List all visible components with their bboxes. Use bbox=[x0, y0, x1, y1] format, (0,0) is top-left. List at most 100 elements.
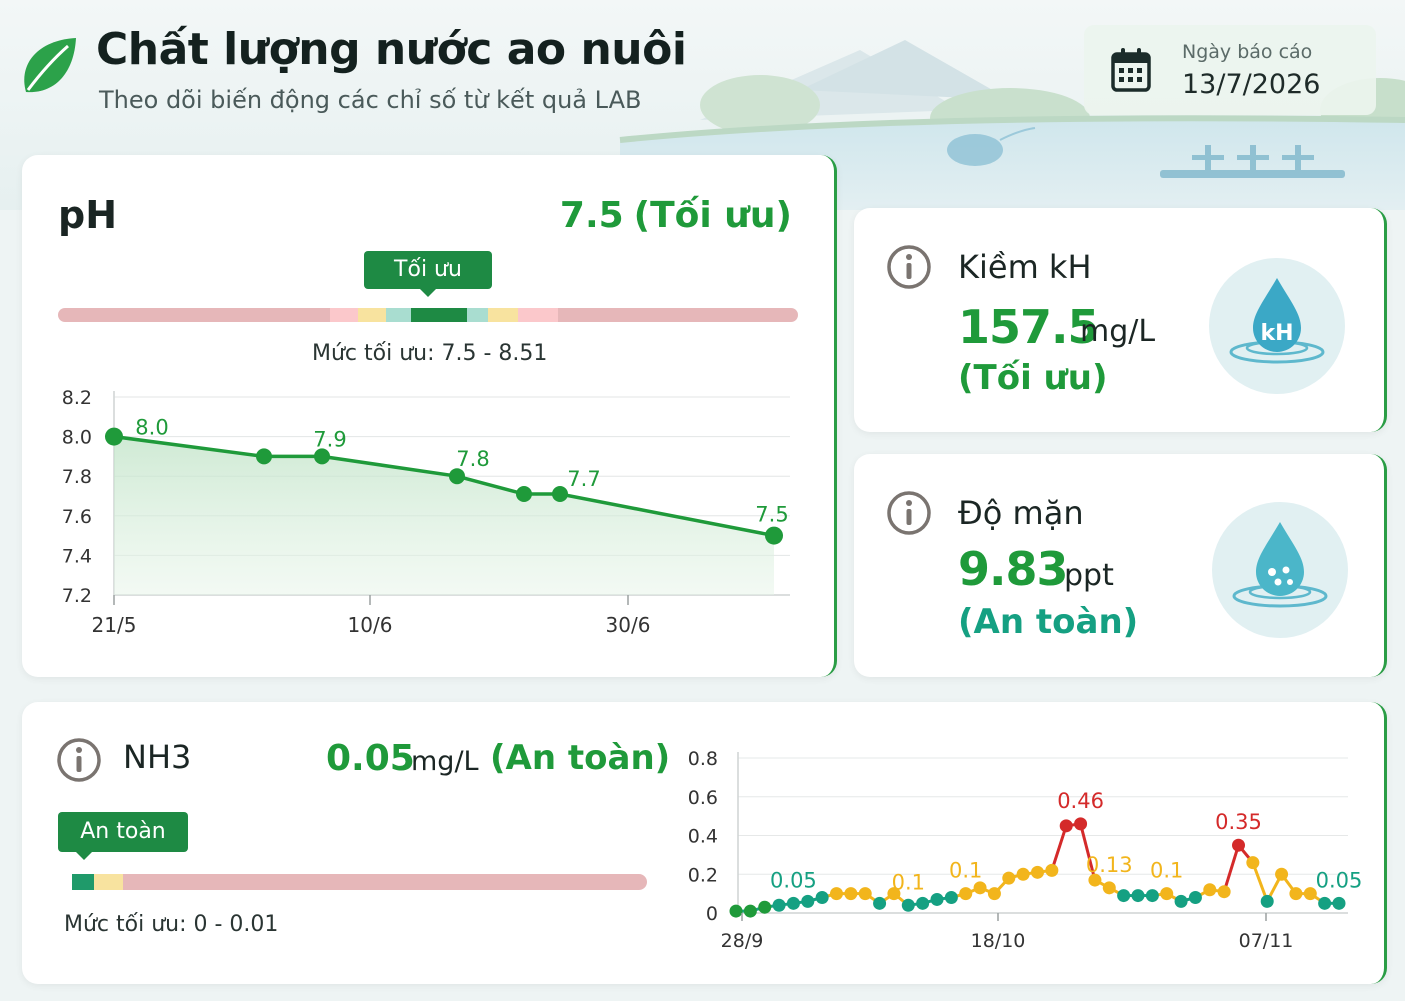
nh3-label: NH3 bbox=[123, 738, 192, 776]
nh3-value: 0.05 bbox=[326, 738, 415, 779]
ph-data-point bbox=[105, 427, 123, 446]
nh3-data-point bbox=[1303, 887, 1317, 901]
nh3-data-label: 0.1 bbox=[1150, 859, 1183, 883]
info-icon[interactable] bbox=[886, 244, 932, 290]
nh3-data-point bbox=[786, 896, 800, 910]
nh3-data-point bbox=[772, 898, 786, 912]
nh3-data-point bbox=[987, 887, 1001, 901]
ph-y-tick: 7.6 bbox=[62, 506, 92, 528]
nh3-data-point bbox=[1232, 838, 1245, 852]
nh3-series-segment bbox=[1050, 825, 1068, 871]
nh3-y-tick: 0.4 bbox=[688, 826, 718, 848]
nh3-x-tick: 18/10 bbox=[971, 930, 1026, 952]
water-drop-icon: kH bbox=[1209, 258, 1345, 394]
nh3-optimal-range: Mức tối ưu: 0 - 0.01 bbox=[64, 912, 279, 937]
nh3-y-tick: 0.6 bbox=[688, 787, 718, 809]
page-title: Chất lượng nước ao nuôi bbox=[96, 24, 687, 75]
nh3-data-point bbox=[930, 892, 944, 906]
nh3-data-point bbox=[1016, 867, 1030, 881]
nh3-data-label: 0.1 bbox=[949, 859, 982, 883]
nh3-data-point bbox=[1188, 891, 1202, 904]
nh3-data-point bbox=[1260, 894, 1274, 908]
nh3-data-point bbox=[1117, 889, 1131, 903]
nh3-data-point bbox=[973, 881, 987, 895]
nh3-data-point bbox=[1131, 889, 1145, 903]
report-date-label: Ngày báo cáo bbox=[1182, 41, 1313, 63]
ph-data-label: 7.5 bbox=[755, 503, 788, 527]
info-icon[interactable] bbox=[56, 737, 102, 783]
report-date-value: 13/7/2026 bbox=[1182, 69, 1321, 100]
calendar-icon bbox=[1111, 48, 1151, 92]
nh3-unit: mg/L bbox=[411, 746, 479, 777]
kh-label: Kiềm kH bbox=[958, 248, 1092, 286]
nh3-data-point bbox=[887, 887, 901, 901]
nh3-data-point bbox=[1160, 887, 1174, 901]
nh3-card: NH3 0.05 mg/L (An toàn) An toàn Mức tối … bbox=[22, 702, 1387, 984]
ph-data-point bbox=[314, 448, 330, 465]
ph-status: (Tối ưu) bbox=[633, 195, 792, 236]
ph-data-label: 7.7 bbox=[567, 467, 600, 491]
nh3-data-point bbox=[1145, 889, 1159, 903]
ph-data-point bbox=[256, 448, 272, 465]
nh3-safe-tag: An toàn bbox=[58, 812, 188, 860]
ph-data-point bbox=[449, 468, 465, 485]
nh3-data-point bbox=[1088, 873, 1102, 887]
nh3-data-point bbox=[1102, 881, 1116, 895]
nh3-data-point bbox=[901, 898, 915, 912]
nh3-y-tick: 0.8 bbox=[688, 748, 718, 770]
nh3-data-point bbox=[1332, 896, 1346, 910]
salinity-status: (An toàn) bbox=[958, 602, 1139, 642]
salinity-value: 9.83 bbox=[958, 542, 1068, 596]
nh3-data-point bbox=[959, 887, 973, 901]
ph-x-tick: 30/6 bbox=[606, 613, 651, 637]
nh3-data-point bbox=[1203, 883, 1217, 897]
salt-drop-icon bbox=[1212, 502, 1348, 638]
ph-value: 7.5 bbox=[559, 195, 624, 236]
ph-data-point bbox=[516, 486, 532, 503]
nh3-range-bar bbox=[72, 874, 647, 890]
ph-data-label: 8.0 bbox=[135, 416, 168, 440]
ph-data-label: 7.8 bbox=[456, 447, 489, 471]
kh-drop-text: kH bbox=[1260, 321, 1293, 346]
nh3-data-label: 0.46 bbox=[1057, 789, 1104, 813]
nh3-status: (An toàn) bbox=[490, 738, 671, 778]
nh3-data-point bbox=[1174, 894, 1188, 908]
nh3-data-point bbox=[873, 896, 887, 910]
nh3-data-point bbox=[815, 891, 829, 904]
nh3-data-point bbox=[1059, 819, 1073, 833]
nh3-x-tick: 07/11 bbox=[1239, 930, 1294, 952]
ph-x-tick: 10/6 bbox=[348, 613, 393, 637]
leaf-icon bbox=[24, 38, 76, 93]
ph-area bbox=[114, 436, 774, 595]
salinity-label: Độ mặn bbox=[958, 494, 1084, 532]
nh3-data-point bbox=[944, 891, 958, 904]
nh3-data-point bbox=[1217, 885, 1231, 899]
report-date-box: Ngày báo cáo 13/7/2026 bbox=[1084, 25, 1376, 115]
ph-y-tick: 7.4 bbox=[62, 545, 92, 567]
nh3-y-tick: 0.2 bbox=[688, 864, 718, 886]
nh3-data-label: 0.05 bbox=[770, 868, 817, 892]
ph-optimal-range: Mức tối ưu: 7.5 - 8.51 bbox=[312, 341, 548, 366]
info-icon[interactable] bbox=[886, 490, 932, 536]
nh3-data-point bbox=[758, 900, 772, 914]
nh3-y-tick: 0 bbox=[706, 903, 718, 925]
kh-card: Kiềm kH 157.5 mg/L (Tối ưu) kH bbox=[854, 208, 1387, 432]
nh3-data-point bbox=[1002, 871, 1016, 885]
ph-data-label: 7.9 bbox=[313, 427, 346, 451]
ph-line-chart: 8.2 8.0 7.8 7.6 7.4 7.2 8.0 7.9 7.8 7.7 7.5 21/5 10/… bbox=[62, 387, 790, 637]
ph-label: pH bbox=[58, 193, 118, 237]
nh3-data-point bbox=[801, 894, 815, 908]
kh-unit: mg/L bbox=[1080, 314, 1156, 349]
nh3-data-label: 0.1 bbox=[892, 870, 925, 894]
salinity-card: Độ mặn 9.83 ppt (An toàn) bbox=[854, 454, 1387, 677]
nh3-x-tick: 28/9 bbox=[721, 930, 764, 952]
ph-card: pH 7.5 (Tối ưu) Tối ưu Mức tối ưu: 7.5 - … bbox=[22, 155, 837, 677]
ph-range-bar bbox=[58, 308, 798, 322]
ph-x-tick: 21/5 bbox=[92, 613, 137, 637]
nh3-data-point bbox=[858, 887, 872, 901]
nh3-data-point bbox=[1275, 867, 1289, 881]
nh3-series-segment bbox=[1251, 862, 1269, 902]
salinity-unit: ppt bbox=[1064, 558, 1114, 593]
ph-y-tick: 7.2 bbox=[62, 585, 92, 607]
ph-value-display: 7.5 (Tối ưu) bbox=[560, 195, 792, 236]
